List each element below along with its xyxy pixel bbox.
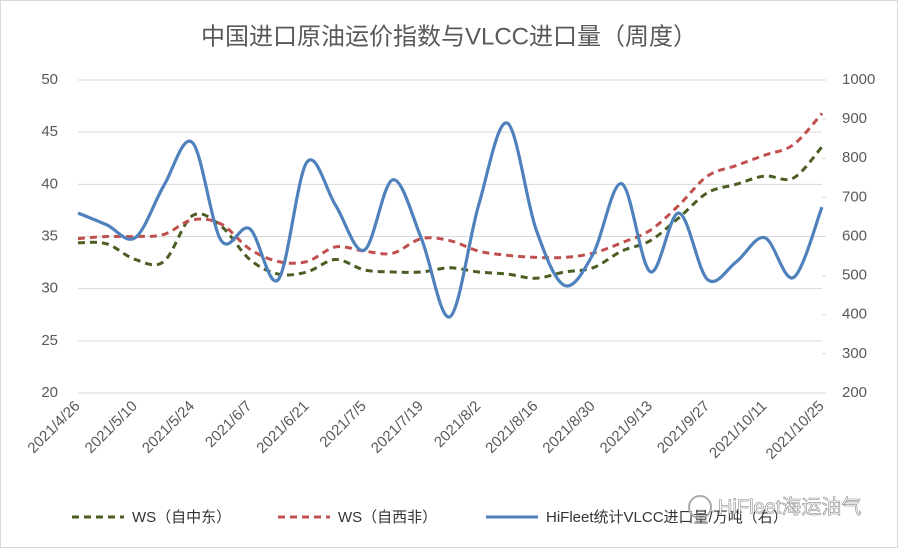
y2-tick-label: 400 (842, 306, 867, 323)
y-tick-label: 50 (41, 71, 58, 88)
y2-tick-label: 500 (842, 267, 867, 284)
legend-label: WS（自西非） (338, 509, 437, 526)
y-tick-label: 35 (41, 227, 58, 244)
y2-tick-label: 200 (842, 384, 867, 401)
chart-title: 中国进口原油运价指数与VLCC进口量（周度） (201, 23, 697, 50)
y-tick-label: 25 (41, 332, 58, 349)
y2-tick-label: 600 (842, 227, 867, 244)
y2-tick-label: 700 (842, 188, 867, 205)
y-tick-label: 30 (41, 280, 58, 297)
series-line (77, 112, 824, 265)
watermark-icon (688, 495, 712, 519)
watermark: HiFleet海运油气 (688, 495, 862, 519)
y-tick-label: 45 (41, 123, 58, 140)
series-line (77, 145, 824, 280)
y-tick-label: 40 (41, 175, 58, 192)
y-tick-label: 20 (41, 384, 58, 401)
y2-tick-label: 900 (842, 110, 867, 127)
watermark-text: HiFleet海运油气 (718, 495, 861, 518)
y2-tick-label: 300 (842, 345, 867, 362)
legend-label: WS（自中东） (132, 509, 231, 526)
y2-tick-label: 1000 (842, 71, 875, 88)
legend-label: HiFleet统计VLCC进口量/万吨（右） (546, 509, 788, 526)
series-line (77, 121, 824, 319)
y2-tick-label: 800 (842, 149, 867, 166)
